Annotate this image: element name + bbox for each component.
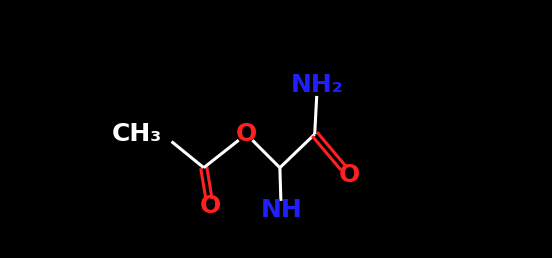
Text: O: O xyxy=(236,122,257,146)
Text: NH₂: NH₂ xyxy=(291,73,344,97)
Text: CH₃: CH₃ xyxy=(112,122,162,146)
Text: NH: NH xyxy=(261,198,302,222)
Text: O: O xyxy=(200,194,221,219)
Text: O: O xyxy=(339,163,360,188)
